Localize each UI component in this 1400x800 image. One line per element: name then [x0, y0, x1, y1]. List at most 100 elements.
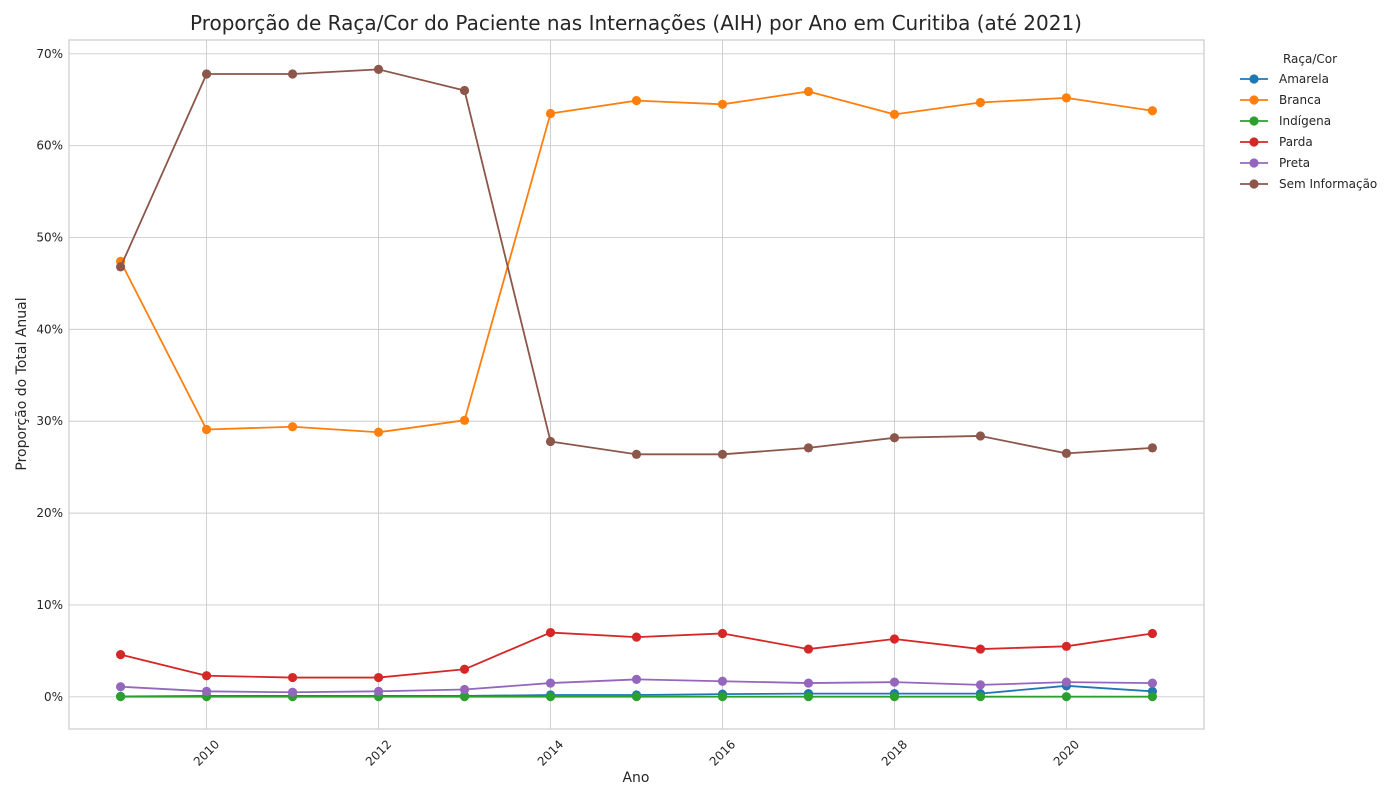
data-point: [459, 692, 470, 702]
y-tick-label: 10%: [36, 598, 63, 612]
x-tick-label: 2020: [1051, 737, 1082, 768]
x-tick-label: 2018: [879, 737, 910, 768]
legend-item-amarela: Amarela: [1240, 72, 1329, 86]
legend-title: Raça/Cor: [1283, 52, 1337, 66]
y-axis-label: Proporção do Total Anual: [14, 297, 30, 470]
data-point: [373, 64, 384, 74]
data-point: [287, 672, 298, 683]
data-point: [545, 627, 556, 638]
legend-item-preta: Preta: [1240, 156, 1310, 170]
data-point: [717, 449, 728, 459]
data-point: [1147, 628, 1158, 639]
data-point: [803, 678, 814, 688]
x-tick-label: 2010: [191, 737, 222, 768]
data-point: [459, 664, 470, 674]
data-point: [1061, 448, 1072, 458]
y-tick-label: 30%: [36, 414, 63, 428]
data-point: [459, 85, 470, 96]
legend-label: Sem Informação: [1279, 177, 1377, 191]
data-point: [889, 634, 900, 644]
data-point: [889, 109, 900, 120]
x-axis-label: Ano: [622, 770, 649, 786]
data-point: [545, 108, 556, 119]
y-tick-label: 70%: [36, 47, 63, 61]
chart-title: Proporção de Raça/Cor do Paciente nas In…: [190, 11, 1082, 35]
data-point: [975, 97, 986, 108]
data-point: [545, 436, 556, 447]
series-branca: [115, 86, 1158, 437]
data-point: [889, 433, 900, 443]
data-point: [287, 687, 298, 697]
legend-label: Preta: [1279, 156, 1310, 170]
data-point: [201, 686, 212, 696]
series-lines: [115, 64, 1158, 702]
data-point: [201, 671, 212, 681]
legend-label: Parda: [1279, 135, 1313, 149]
data-point: [889, 692, 900, 702]
series-parda: [115, 627, 1158, 683]
data-point: [803, 86, 814, 97]
data-point: [803, 443, 814, 453]
data-point: [1147, 443, 1158, 453]
grid: [69, 40, 1204, 729]
data-point: [717, 628, 728, 639]
data-point: [1147, 692, 1158, 702]
data-point: [287, 422, 298, 432]
legend: Raça/Cor Amarela Branca Indígena Parda Preta…: [1240, 52, 1377, 191]
legend-marker: [1249, 116, 1259, 126]
data-point: [373, 427, 384, 437]
legend-item-parda: Parda: [1240, 135, 1313, 149]
data-point: [1147, 106, 1158, 116]
series-line: [119, 90, 1153, 434]
data-point: [1061, 93, 1072, 103]
data-point: [1147, 678, 1158, 688]
data-point: [717, 99, 728, 109]
data-point: [717, 692, 728, 702]
data-point: [201, 69, 212, 79]
legend-label: Indígena: [1279, 114, 1331, 128]
legend-label: Branca: [1279, 93, 1321, 107]
data-point: [631, 674, 642, 684]
data-point: [717, 676, 728, 686]
axis-ticks: 2010 2012 2014 2016 2018 2020 0% 10% 20% 30% 40% 50…: [36, 47, 1082, 769]
legend-label: Amarela: [1279, 72, 1329, 86]
data-point: [631, 449, 642, 459]
legend-marker: [1249, 137, 1259, 147]
data-point: [975, 680, 986, 690]
y-tick-label: 50%: [36, 231, 63, 245]
data-point: [975, 692, 986, 702]
x-tick-label: 2014: [535, 737, 566, 768]
series-indigena: [115, 692, 1158, 702]
data-point: [631, 632, 642, 642]
data-point: [803, 644, 814, 654]
legend-marker: [1249, 179, 1259, 189]
series-sem-informacao: [115, 64, 1158, 459]
data-point: [115, 692, 126, 702]
y-tick-label: 0%: [44, 690, 63, 704]
legend-item-branca: Branca: [1240, 93, 1321, 107]
series-preta: [115, 674, 1158, 697]
data-point: [459, 684, 470, 695]
data-point: [545, 678, 556, 688]
data-point: [975, 431, 986, 441]
data-point: [115, 262, 126, 272]
legend-item-sem-informacao: Sem Informação: [1240, 177, 1377, 191]
data-point: [115, 649, 126, 660]
x-tick-label: 2016: [707, 737, 738, 768]
data-point: [115, 682, 126, 692]
series-line: [119, 68, 1153, 456]
data-point: [1061, 692, 1072, 702]
y-tick-label: 20%: [36, 506, 63, 520]
data-point: [545, 692, 556, 702]
data-point: [373, 672, 384, 683]
data-point: [889, 677, 900, 687]
data-point: [975, 644, 986, 654]
plot-frame: [68, 39, 1205, 730]
y-tick-label: 40%: [36, 322, 63, 336]
data-point: [1061, 641, 1072, 651]
data-point: [201, 424, 212, 435]
legend-marker: [1249, 158, 1259, 168]
data-point: [373, 686, 384, 696]
legend-item-indigena: Indígena: [1240, 114, 1331, 128]
data-point: [459, 415, 470, 425]
